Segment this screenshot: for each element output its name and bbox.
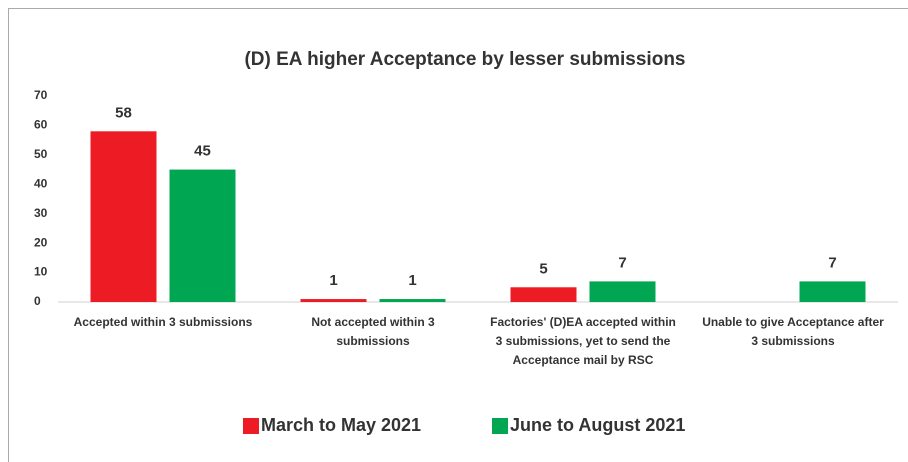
- legend-label: June to August 2021: [510, 415, 685, 435]
- y-tick-label: 50: [34, 147, 48, 161]
- data-label: 45: [194, 143, 211, 160]
- x-tick-label: Not accepted within 3 submissions: [311, 315, 435, 348]
- y-tick-label: 40: [34, 176, 48, 190]
- y-tick-label: 0: [34, 294, 41, 308]
- x-tick-label: Accepted within 3 submissions: [73, 315, 253, 329]
- bar: [90, 131, 157, 302]
- x-tick-label: Unable to give Acceptance after 3 submis…: [702, 315, 884, 348]
- bar: [510, 287, 577, 302]
- data-label: 7: [828, 254, 836, 271]
- data-label: 58: [115, 104, 132, 121]
- chart-frame: [8, 8, 908, 462]
- bar: [379, 299, 446, 302]
- data-label: 1: [408, 272, 416, 289]
- x-tick-label: Factories' (D)EA accepted within 3 submi…: [490, 315, 676, 367]
- data-label: 7: [618, 254, 626, 271]
- y-tick-label: 60: [34, 118, 48, 132]
- y-tick-label: 30: [34, 206, 48, 220]
- bar: [300, 299, 367, 302]
- data-label: 1: [329, 272, 337, 289]
- y-tick-label: 70: [34, 88, 48, 102]
- legend-label: March to May 2021: [261, 415, 421, 435]
- bar: [589, 281, 656, 302]
- bar: [799, 281, 866, 302]
- legend-swatch: [492, 418, 508, 434]
- y-tick-label: 10: [34, 265, 48, 279]
- bar: [169, 169, 236, 302]
- legend-swatch: [243, 418, 259, 434]
- data-label: 5: [539, 260, 547, 277]
- chart-title: (D) EA higher Acceptance by lesser submi…: [244, 49, 685, 70]
- y-tick-label: 20: [34, 235, 48, 249]
